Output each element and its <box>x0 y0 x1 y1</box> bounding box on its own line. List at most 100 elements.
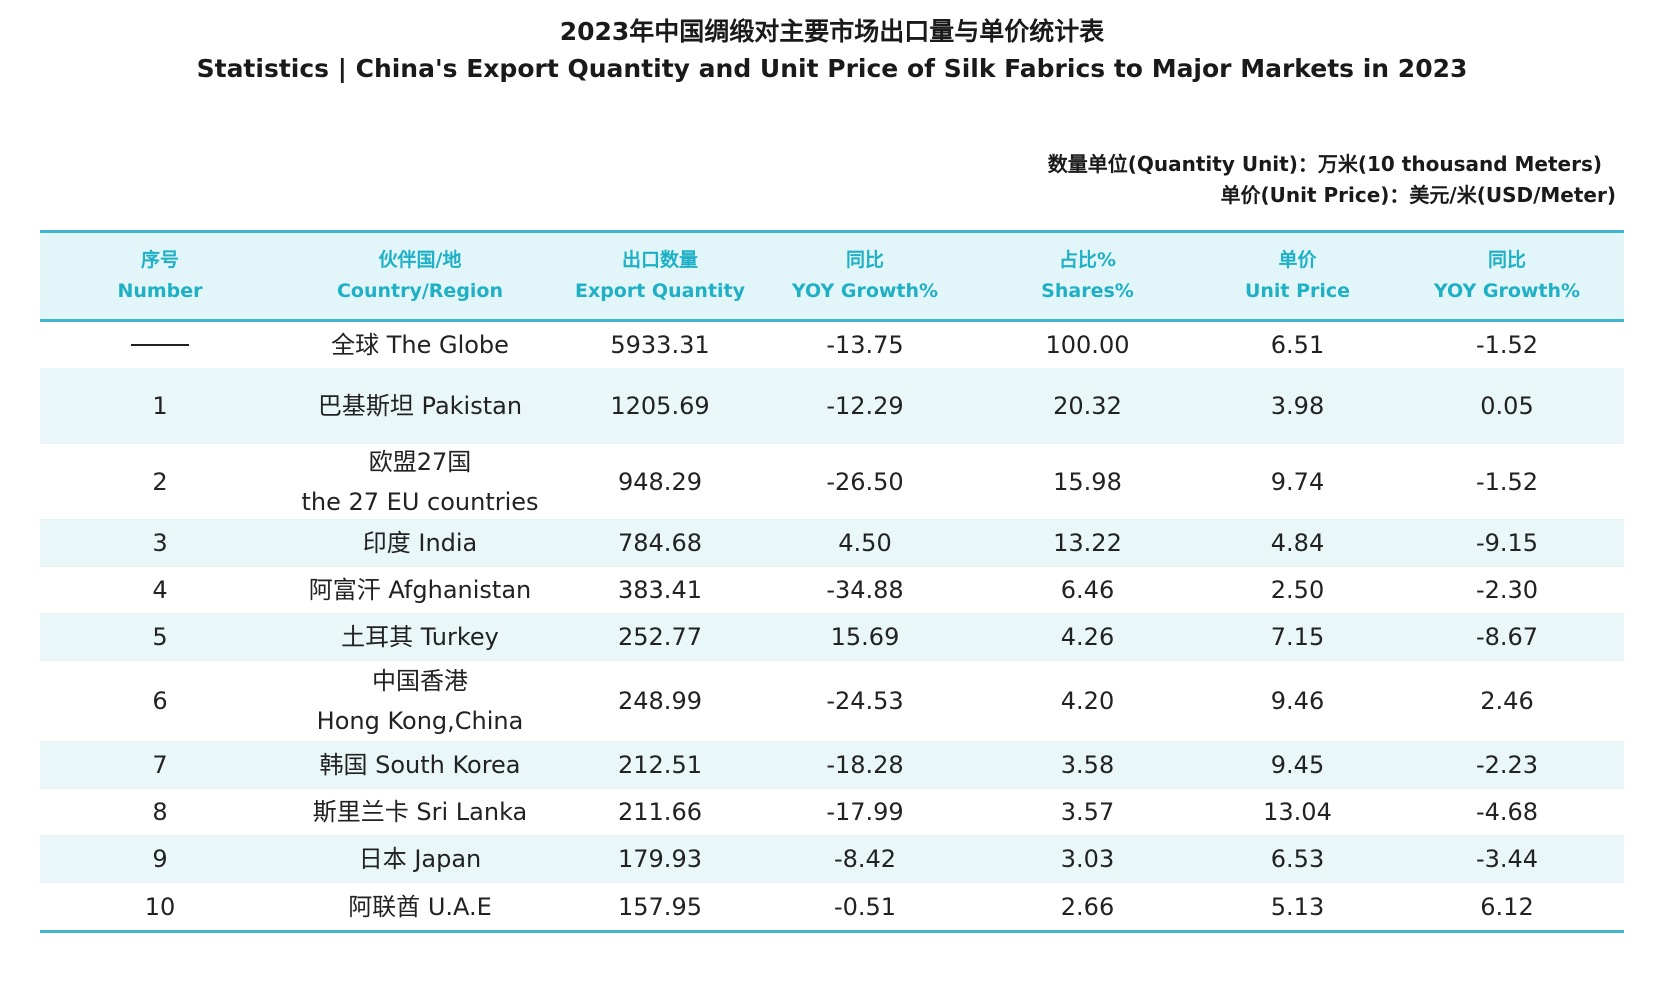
row-quantity: 248.99 <box>618 687 702 715</box>
row-price-yoy: -3.44 <box>1475 845 1539 873</box>
row-quantity-yoy: -24.53 <box>826 687 904 715</box>
row-price-yoy: -4.68 <box>1475 798 1539 826</box>
row-region: 全球 The Globe <box>331 331 509 359</box>
quantity-unit-note: 数量单位(Quantity Unit)：万米(10 thousand Meter… <box>1047 152 1602 176</box>
row-region-line2: Hong Kong,China <box>316 707 524 735</box>
row-quantity: 383.41 <box>618 576 702 604</box>
row-region: 斯里兰卡 Sri Lanka <box>312 798 528 826</box>
row-number: 7 <box>152 751 168 779</box>
row-share: 3.03 <box>1060 845 1115 873</box>
header-region: 伙伴国/地 Country/Region <box>280 233 560 319</box>
row-region: 欧盟27国 the 27 EU countries <box>280 442 560 522</box>
row-quantity: 784.68 <box>618 529 702 557</box>
dash-mark <box>131 344 189 346</box>
row-quantity-yoy: -13.75 <box>826 331 904 359</box>
header-share-en: Shares% <box>1041 280 1134 302</box>
row-share: 2.66 <box>1060 892 1115 921</box>
row-number: 8 <box>152 798 168 826</box>
table-row: 4 阿富汗 Afghanistan 383.41 -34.88 6.46 2.5… <box>40 567 1624 614</box>
row-share: 100.00 <box>1045 331 1130 359</box>
statistics-table: 序号 Number 伙伴国/地 Country/Region 出口数量 Expo… <box>40 230 1624 933</box>
row-price-yoy: -1.52 <box>1475 467 1539 496</box>
header-share: 占比% Shares% <box>970 233 1205 319</box>
row-price-yoy: -2.23 <box>1475 751 1539 779</box>
header-quantity-yoy: 同比 YOY Growth% <box>760 233 970 319</box>
table-row: 10 阿联酋 U.A.E 157.95 -0.51 2.66 5.13 6.12 <box>40 883 1624 930</box>
row-quantity-yoy: -0.51 <box>833 892 897 921</box>
row-region: 阿联酋 U.A.E <box>348 892 492 921</box>
row-share: 15.98 <box>1053 467 1122 496</box>
header-quantity-cn: 出口数量 <box>621 249 698 271</box>
header-quantity-yoy-en: YOY Growth% <box>791 280 939 302</box>
table-row: 1 巴基斯坦 Pakistan 1205.69 -12.29 20.32 3.9… <box>40 369 1624 444</box>
row-quantity: 179.93 <box>618 845 702 873</box>
row-quantity-yoy: -34.88 <box>826 576 904 604</box>
row-region-line2: the 27 EU countries <box>301 487 539 516</box>
header-price-yoy-en: YOY Growth% <box>1433 280 1581 302</box>
price-unit-note: 单价(Unit Price)：美元/米(USD/Meter) <box>1220 183 1616 207</box>
table-bottom-rule <box>40 930 1624 933</box>
row-share: 4.20 <box>1060 687 1115 715</box>
title-chinese: 2023年中国绸缎对主要市场出口量与单价统计表 <box>559 17 1105 46</box>
header-price-yoy-cn: 同比 <box>1487 249 1526 271</box>
row-region: 中国香港 Hong Kong,China <box>280 661 560 741</box>
table-row: 7 韩国 South Korea 212.51 -18.28 3.58 9.45… <box>40 742 1624 789</box>
row-quantity: 1205.69 <box>610 392 710 420</box>
row-quantity-yoy: -26.50 <box>826 467 904 496</box>
table-row: 3 印度 India 784.68 4.50 13.22 4.84 -9.15 <box>40 520 1624 567</box>
row-number: 5 <box>152 623 168 651</box>
header-price-yoy: 同比 YOY Growth% <box>1390 233 1624 319</box>
title-english: Statistics | China's Export Quantity and… <box>196 54 1468 83</box>
row-number: 1 <box>152 392 168 420</box>
row-unit-price: 5.13 <box>1270 892 1325 921</box>
row-region: 韩国 South Korea <box>319 751 521 779</box>
row-number: 9 <box>152 845 168 873</box>
row-share: 6.46 <box>1060 576 1115 604</box>
row-unit-price: 7.15 <box>1270 623 1325 651</box>
header-number-en: Number <box>117 280 203 302</box>
row-share: 3.57 <box>1060 798 1115 826</box>
row-unit-price: 3.98 <box>1270 392 1325 420</box>
row-number: 2 <box>152 467 168 496</box>
row-unit-price: 2.50 <box>1270 576 1325 604</box>
header-number-cn: 序号 <box>140 249 179 271</box>
header-unit-price: 单价 Unit Price <box>1205 233 1390 319</box>
row-quantity-yoy: 15.69 <box>830 623 900 651</box>
row-quantity-yoy: -17.99 <box>826 798 904 826</box>
row-number: 4 <box>152 576 168 604</box>
row-quantity-yoy: -18.28 <box>826 751 904 779</box>
row-region: 印度 India <box>362 529 478 557</box>
row-price-yoy: -1.52 <box>1475 331 1539 359</box>
header-quantity-yoy-cn: 同比 <box>845 249 884 271</box>
row-quantity-yoy: -8.42 <box>833 845 897 873</box>
row-quantity: 157.95 <box>618 892 702 921</box>
row-quantity: 212.51 <box>618 751 702 779</box>
header-unit-price-cn: 单价 <box>1278 249 1317 271</box>
header-unit-price-en: Unit Price <box>1244 280 1351 302</box>
row-region-line1: 中国香港 <box>372 667 468 695</box>
table-row: 9 日本 Japan 179.93 -8.42 3.03 6.53 -3.44 <box>40 836 1624 883</box>
row-price-yoy: -8.67 <box>1475 623 1539 651</box>
row-share: 3.58 <box>1060 751 1115 779</box>
row-quantity: 948.29 <box>618 467 702 496</box>
row-region: 土耳其 Turkey <box>341 623 499 651</box>
row-number: 3 <box>152 529 168 557</box>
table-row: 全球 The Globe 5933.31 -13.75 100.00 6.51 … <box>40 322 1624 369</box>
row-price-yoy: 6.12 <box>1480 892 1534 921</box>
row-number: 10 <box>144 892 176 921</box>
row-share: 4.26 <box>1060 623 1115 651</box>
header-quantity: 出口数量 Export Quantity <box>560 233 760 319</box>
row-quantity-yoy: 4.50 <box>838 529 892 557</box>
row-share: 13.22 <box>1053 529 1122 557</box>
table-row: 5 土耳其 Turkey 252.77 15.69 4.26 7.15 -8.6… <box>40 614 1624 661</box>
header-number: 序号 Number <box>40 233 280 319</box>
row-region: 日本 Japan <box>358 845 482 873</box>
row-number: 6 <box>152 687 168 715</box>
row-price-yoy: 2.46 <box>1480 687 1534 715</box>
row-unit-price: 6.51 <box>1270 331 1325 359</box>
table-row: 6 中国香港 Hong Kong,China 248.99 -24.53 4.2… <box>40 661 1624 742</box>
table-row: 2 欧盟27国 the 27 EU countries 948.29 -26.5… <box>40 444 1624 520</box>
row-number <box>40 344 280 346</box>
table-header: 序号 Number 伙伴国/地 Country/Region 出口数量 Expo… <box>40 230 1624 322</box>
header-region-en: Country/Region <box>336 280 504 302</box>
